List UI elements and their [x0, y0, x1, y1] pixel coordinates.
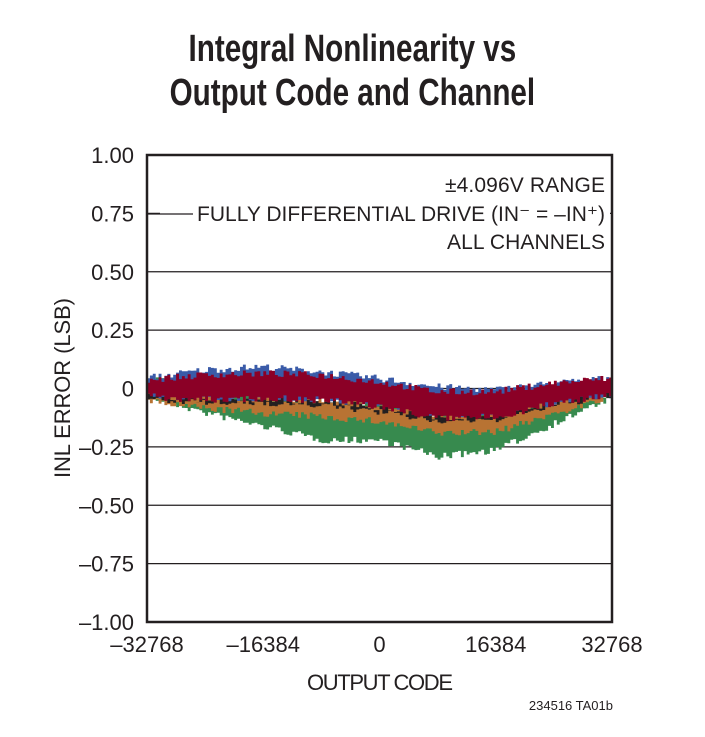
- x-tick-label: 32768: [581, 632, 642, 657]
- y-tick-label: 0: [122, 377, 134, 402]
- annotation-bg: [160, 172, 610, 256]
- y-tick-label: –1.00: [79, 610, 134, 635]
- annotation-channels: ALL CHANNELS: [447, 231, 605, 254]
- y-tick-label: –0.25: [79, 435, 134, 460]
- y-tick-label: –0.75: [79, 552, 134, 577]
- annotation-range: ±4.096V RANGE: [445, 174, 605, 197]
- y-axis-label: INL ERROR (LSB): [50, 298, 75, 478]
- y-tick-label: 0.25: [91, 318, 134, 343]
- chart-title-line-2: Output Code and Channel: [169, 72, 536, 114]
- x-tick-label: –32768: [110, 632, 183, 657]
- plot-frame: [145, 153, 614, 624]
- y-tick-label: 1.00: [91, 143, 134, 168]
- chart-title-line-1: Integral Nonlinearity vs: [188, 28, 517, 70]
- y-tick-label: 0.50: [91, 260, 134, 285]
- x-tick-label: 16384: [465, 632, 526, 657]
- figure-id: 234516 TA01b: [529, 698, 613, 713]
- y-tick-label: 0.75: [91, 201, 134, 226]
- inl-band-series-5: [147, 370, 612, 421]
- x-tick-label: 0: [373, 632, 385, 657]
- x-axis-label: OUTPUT CODE: [307, 670, 453, 695]
- y-tick-label: –0.50: [79, 493, 134, 518]
- annotation-drive: FULLY DIFFERENTIAL DRIVE (IN⁻ = –IN⁺): [197, 203, 605, 226]
- x-tick-label: –16384: [227, 632, 300, 657]
